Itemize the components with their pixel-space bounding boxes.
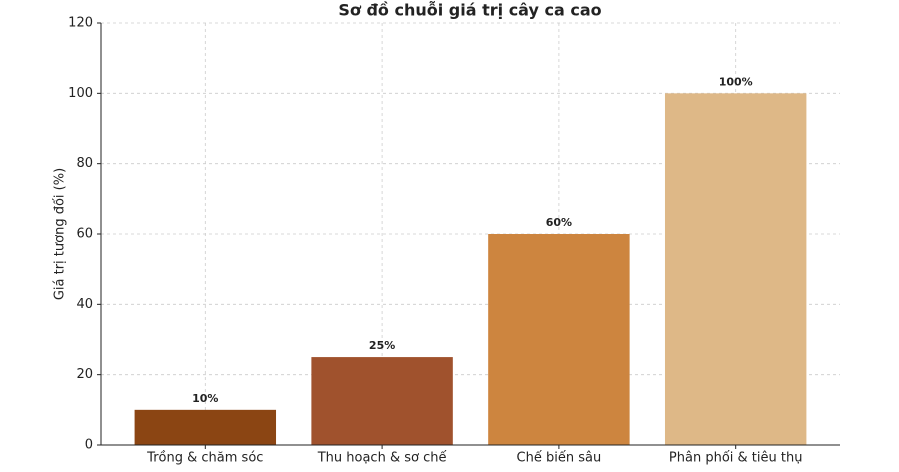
x-tick-label: Trồng & chăm sóc (146, 451, 263, 466)
x-tick-label: Chế biến sâu (517, 451, 602, 466)
bar (134, 409, 277, 445)
y-axis-label: Giá trị tương đối (%) (53, 168, 68, 300)
y-tick-label: 120 (68, 16, 93, 31)
y-tick-label: 20 (76, 367, 93, 382)
bar (664, 93, 807, 445)
value-label: 10% (192, 392, 218, 405)
y-tick-label: 0 (85, 438, 93, 453)
x-tick-label: Phân phối & tiêu thụ (669, 451, 803, 466)
bar (488, 234, 630, 445)
bar (311, 357, 453, 445)
y-tick-label: 100 (68, 86, 93, 101)
chart-title: Sơ đồ chuỗi giá trị cây ca cao (338, 1, 601, 20)
y-tick-label: 60 (76, 227, 93, 242)
y-tick-label: 40 (76, 297, 93, 312)
y-tick-label: 80 (76, 156, 93, 171)
x-tick-label: Thu hoạch & sơ chế (317, 451, 447, 466)
value-label: 60% (546, 216, 572, 229)
value-label: 100% (719, 75, 753, 88)
value-label: 25% (369, 339, 395, 352)
